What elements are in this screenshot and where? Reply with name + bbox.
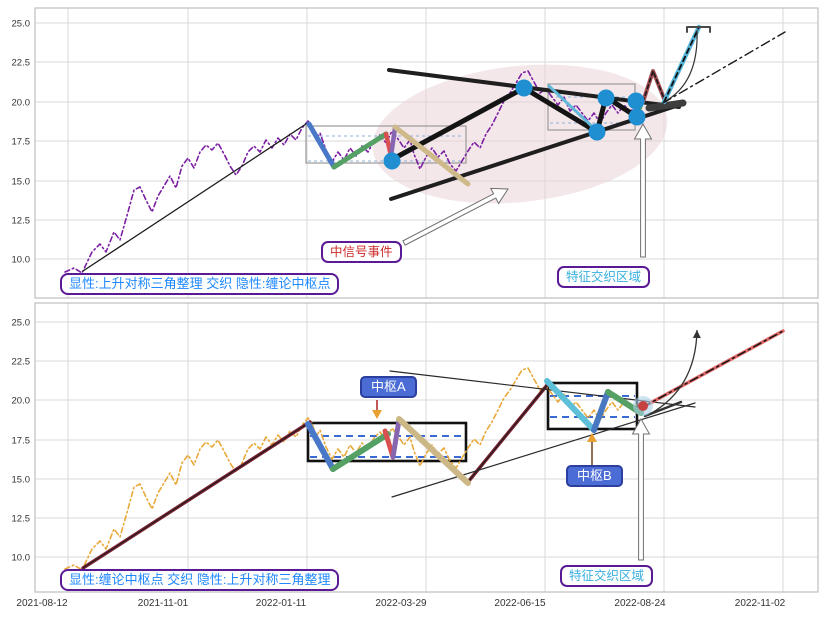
projection-dashdot — [662, 31, 786, 104]
pivotA-seg-tan — [396, 416, 471, 486]
label-feature-zone-bottom: 特征交织区域 — [560, 565, 654, 587]
fractal-dot — [597, 89, 615, 107]
label-chan-pivot-caption: 显性:缠论中枢点 交织 隐性:上升对称三角整理 — [60, 569, 340, 591]
y-tick-label: 10.0 — [12, 553, 31, 564]
terminal-stub — [645, 99, 687, 112]
outline-arrow — [631, 417, 651, 561]
y-tick-label: 12.5 — [12, 514, 31, 525]
y-tick-label: 15.0 — [12, 475, 31, 486]
y-tick-label: 22.5 — [12, 58, 31, 69]
y-tick-label: 25.0 — [12, 19, 31, 30]
outline-arrow — [633, 122, 653, 258]
fractal-dot — [515, 79, 533, 97]
y-tick-label: 20.0 — [12, 98, 31, 109]
x-tick-label: 2021-11-01 — [138, 598, 189, 609]
hidden-triangle-lower — [391, 402, 696, 498]
y-tick-label: 12.5 — [12, 216, 31, 227]
pivot-box — [306, 421, 468, 463]
x-tick-label: 2021-08-12 — [16, 598, 68, 609]
y-tick-label: 17.5 — [12, 137, 31, 148]
pivot1-seg-green — [331, 131, 389, 170]
pointer-arrow-head — [372, 410, 382, 419]
pivotA-seg-green — [330, 431, 391, 472]
fractal-dot — [383, 152, 401, 170]
pivot2-inner-cyan — [547, 84, 599, 133]
label-feature-zone-top: 特征交织区域 — [557, 266, 651, 288]
y-tick-label: 17.5 — [12, 436, 31, 447]
label-pivot-b: 中枢B — [566, 465, 623, 487]
maroon-peak-overlay — [642, 70, 666, 103]
y-tick-label: 10.0 — [12, 255, 31, 266]
x-tick-label: 2022-08-24 — [614, 598, 666, 609]
pivotA-seg-blue — [305, 421, 336, 472]
trend-maroon-2-overlay — [467, 383, 549, 483]
trend-maroon-1-overlay — [82, 421, 311, 569]
x-tick-label: 2022-11-02 — [735, 598, 786, 609]
pivotA-seg-purple — [390, 417, 402, 460]
pointer-arrow-head — [587, 433, 597, 442]
curved-arrow-head — [692, 330, 701, 339]
pivotB-seg-blue — [591, 389, 611, 433]
pivot1-seg-blue — [306, 121, 337, 170]
y-tick-label: 22.5 — [12, 357, 31, 368]
pivot1-seg-tan — [392, 124, 471, 187]
x-tick-label: 2022-03-29 — [375, 598, 427, 609]
x-tick-label: 2022-06-15 — [494, 598, 546, 609]
pivotB-seg-cyan — [544, 378, 597, 433]
price-dashdot-purple — [64, 70, 637, 274]
label-explicit-triangle-caption: 显性:上升对称三角整理 交织 隐性:缠论中枢点 — [60, 273, 340, 295]
pivot1-seg-purple — [388, 125, 398, 159]
cyan-thrust-overlay — [663, 26, 700, 103]
projection-red-overlay — [642, 330, 784, 408]
y-tick-label: 25.0 — [12, 318, 31, 329]
signal-dot — [638, 401, 648, 411]
y-tick-label: 20.0 — [12, 396, 31, 407]
fractal-dot — [627, 92, 645, 110]
curved-arrow — [649, 329, 698, 415]
panel-border — [34, 7, 819, 299]
outline-arrow — [402, 187, 509, 246]
thrust-cap — [686, 26, 711, 33]
label-signal-event: 中信号事件 — [321, 241, 402, 263]
fractal-dot — [588, 123, 606, 141]
fractal-dot — [628, 108, 646, 126]
support-trendline — [82, 121, 310, 272]
x-tick-label: 2022-01-11 — [256, 598, 307, 609]
y-tick-label: 15.0 — [12, 177, 31, 188]
label-pivot-a: 中枢A — [360, 376, 417, 398]
panel-border — [34, 302, 819, 593]
